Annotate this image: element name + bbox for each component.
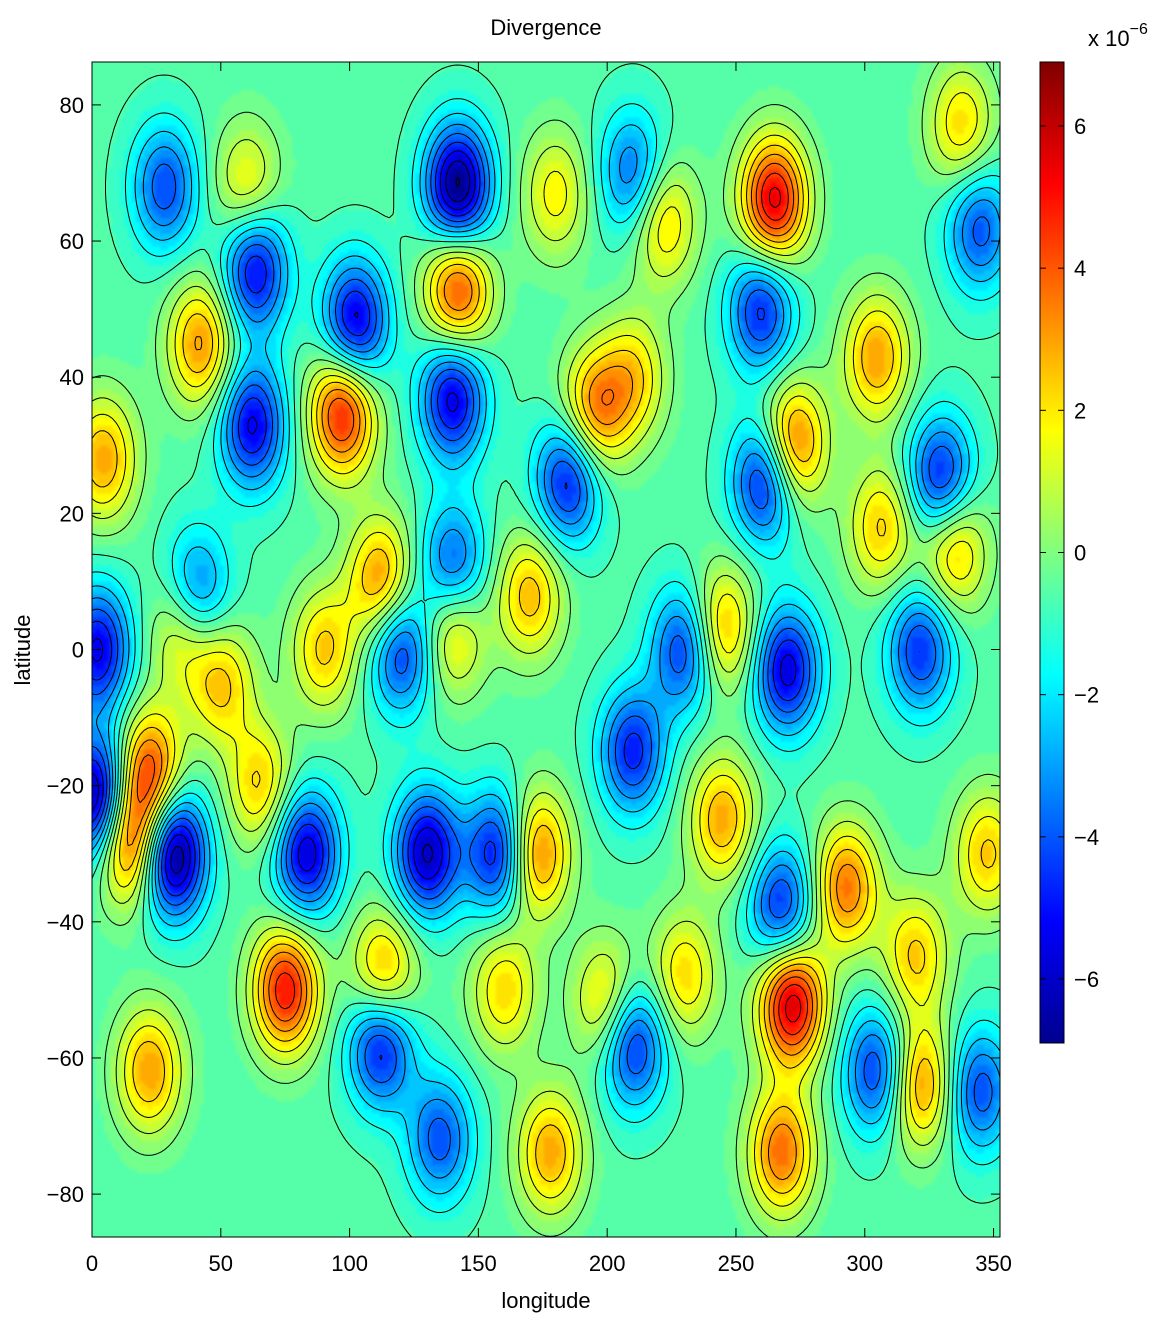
x-tick-label: 150 [460, 1251, 497, 1276]
colorbar-scale-label: x 10−6 [1088, 21, 1148, 51]
x-tick-label: 0 [86, 1251, 98, 1276]
colorbar-tick-label: 4 [1074, 256, 1086, 281]
colorbar-tick-label: 2 [1074, 398, 1086, 423]
colorbar-tick-label: −6 [1074, 967, 1099, 992]
x-tick-label: 50 [209, 1251, 233, 1276]
y-tick-label: 60 [60, 229, 84, 254]
y-tick-label: 80 [60, 93, 84, 118]
colorbar-scale-exponent: −6 [1130, 21, 1148, 38]
colorbar-scale-base: x 10 [1088, 26, 1130, 51]
y-tick-label: 40 [60, 365, 84, 390]
x-tick-label: 200 [589, 1251, 626, 1276]
y-axis-label: latitude [10, 615, 35, 686]
x-tick-label: 300 [846, 1251, 883, 1276]
x-tick-label: 100 [331, 1251, 368, 1276]
colorbar-ticks: −6 −4 −2 0 2 4 6 [1040, 114, 1099, 992]
plot-area [92, 62, 1000, 1237]
x-axis-label: longitude [501, 1288, 590, 1313]
y-tick-label: −80 [47, 1182, 84, 1207]
chart-title: Divergence [490, 15, 601, 40]
contour-path [92, 62, 1000, 1237]
y-axis: −80 −60 −40 −20 0 20 40 60 80 [47, 93, 1000, 1207]
x-axis: 0 50 100 150 200 250 300 350 [86, 62, 1012, 1276]
colorbar-tick-label: −4 [1074, 825, 1099, 850]
colorbar-tick-label: 6 [1074, 114, 1086, 139]
colorbar-tick-label: −2 [1074, 683, 1099, 708]
y-tick-label: 0 [72, 638, 84, 663]
y-tick-label: 20 [60, 501, 84, 526]
x-tick-label: 250 [718, 1251, 755, 1276]
colorbar-tick-label: 0 [1074, 541, 1086, 566]
x-tick-label: 350 [975, 1251, 1012, 1276]
y-tick-label: −60 [47, 1046, 84, 1071]
y-tick-label: −40 [47, 910, 84, 935]
y-tick-label: −20 [47, 774, 84, 799]
contour-lines [92, 62, 1000, 1237]
